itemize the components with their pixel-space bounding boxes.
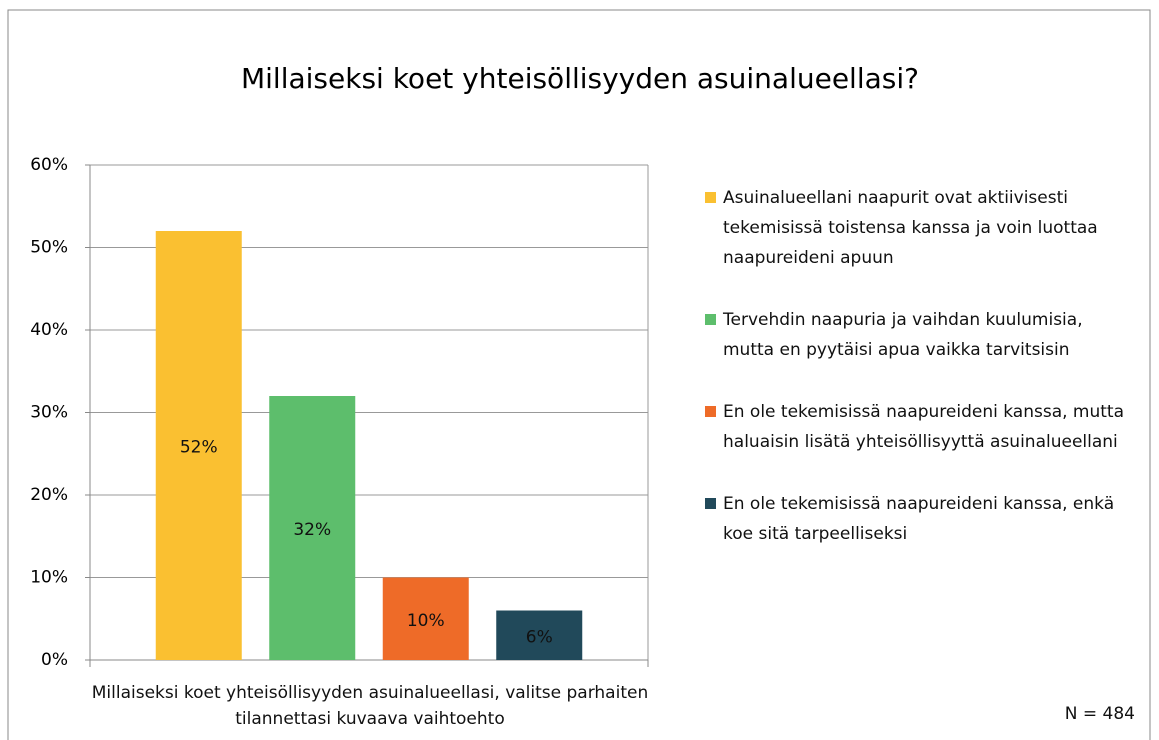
legend-entry: Tervehdin naapuria ja vaihdan kuulumisia… — [705, 305, 1135, 365]
y-tick-label: 60% — [30, 155, 68, 175]
y-tick-label: 20% — [30, 485, 68, 505]
legend-swatch — [705, 314, 716, 325]
y-tick-label: 30% — [30, 403, 68, 423]
y-tick-label: 0% — [41, 650, 68, 670]
y-tick-label: 40% — [30, 320, 68, 340]
x-category-label: Millaiseksi koet yhteisöllisyyden asuina… — [91, 683, 649, 729]
data-label: 32% — [293, 520, 331, 540]
y-tick-label: 10% — [30, 568, 68, 588]
legend-label: En ole tekemisissä naapureideni kanssa, … — [723, 494, 1115, 544]
data-label: 52% — [180, 438, 218, 458]
bar — [269, 396, 356, 660]
legend-label: En ole tekemisissä naapureideni kanssa, … — [723, 402, 1125, 452]
legend: Asuinalueellani naapurit ovat aktiivises… — [705, 183, 1135, 549]
legend-entry: En ole tekemisissä naapureideni kanssa, … — [705, 489, 1135, 549]
bar — [382, 577, 469, 660]
y-tick-label: 50% — [30, 238, 68, 258]
chart-title: Millaiseksi koet yhteisöllisyyden asuina… — [241, 62, 919, 95]
legend-label: Tervehdin naapuria ja vaihdan kuulumisia… — [723, 310, 1083, 360]
annotation: N = 484 — [1064, 704, 1135, 724]
legend-entry: Asuinalueellani naapurit ovat aktiivises… — [705, 183, 1135, 273]
legend-swatch — [705, 406, 716, 417]
legend-label: Asuinalueellani naapurit ovat aktiivises… — [723, 188, 1098, 268]
frame — [7, 9, 1151, 740]
legend-swatch — [705, 498, 716, 509]
legend-swatch — [705, 192, 716, 203]
data-label: 10% — [407, 611, 445, 631]
data-label: 6% — [526, 627, 553, 647]
bar — [496, 610, 583, 660]
bar — [155, 231, 242, 660]
legend-entry: En ole tekemisissä naapureideni kanssa, … — [705, 397, 1135, 457]
